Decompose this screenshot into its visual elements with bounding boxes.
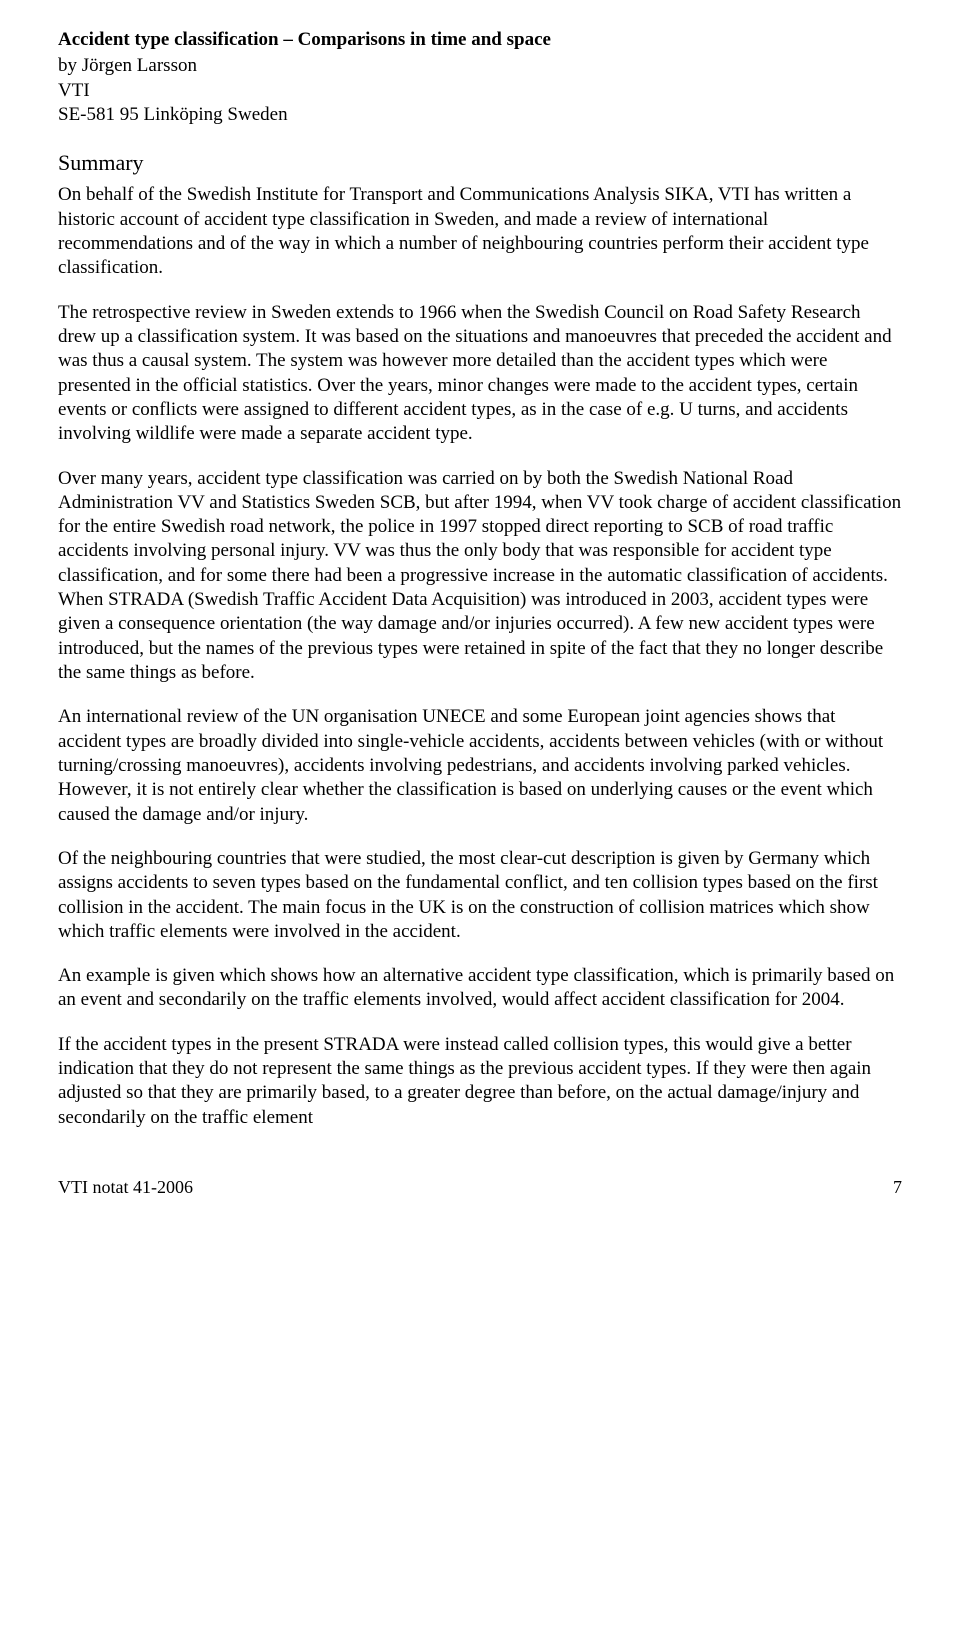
paragraph-6: An example is given which shows how an a…	[58, 964, 902, 1013]
paragraph-2: The retrospective review in Sweden exten…	[58, 301, 902, 447]
paragraph-5: Of the neighbouring countries that were …	[58, 847, 902, 944]
paragraph-1: On behalf of the Swedish Institute for T…	[58, 183, 902, 280]
footer-doc-id: VTI notat 41-2006	[58, 1176, 193, 1199]
paragraph-7: If the accident types in the present STR…	[58, 1033, 902, 1130]
footer-page-number: 7	[893, 1176, 902, 1199]
page-footer: VTI notat 41-2006 7	[58, 1176, 902, 1199]
document-title: Accident type classification – Compariso…	[58, 28, 902, 52]
summary-heading: Summary	[58, 149, 902, 177]
paragraph-3: Over many years, accident type classific…	[58, 467, 902, 686]
paragraph-4: An international review of the UN organi…	[58, 705, 902, 827]
author-byline: by Jörgen Larsson	[58, 54, 902, 78]
address: SE-581 95 Linköping Sweden	[58, 103, 902, 127]
affiliation: VTI	[58, 79, 902, 103]
